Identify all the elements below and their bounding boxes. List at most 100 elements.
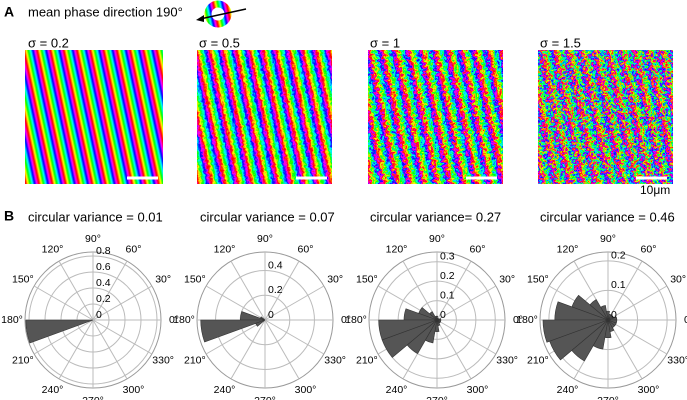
spoke <box>205 285 266 321</box>
wedge <box>406 319 438 355</box>
angle-label: 150° <box>527 273 549 285</box>
phase-map <box>538 50 673 184</box>
angle-label: 150° <box>12 273 34 285</box>
angle-label: 240° <box>42 384 64 396</box>
angle-label: 180° <box>345 314 367 326</box>
angle-label: 270° <box>426 395 448 400</box>
spoke <box>264 260 300 321</box>
angle-label: 0° <box>169 314 179 326</box>
angle-label: 240° <box>386 384 408 396</box>
angle-label: 300° <box>467 384 489 396</box>
angle-label: 30° <box>327 273 343 285</box>
spoke <box>230 260 266 321</box>
wedge <box>542 319 609 343</box>
phase-map <box>197 50 332 184</box>
angle-label: 210° <box>184 354 206 366</box>
radial-label: 0.8 <box>96 245 111 257</box>
panel-label: A <box>4 4 14 20</box>
spoke <box>230 319 266 380</box>
color-wheel <box>196 0 247 28</box>
spoke <box>436 285 497 321</box>
angle-label: 0° <box>684 314 687 326</box>
scale-bar-label: 10μm <box>640 183 670 197</box>
angle-label: 0° <box>513 314 523 326</box>
radial-label: 0.2 <box>96 293 111 305</box>
radial-label: 0.2 <box>268 284 283 296</box>
spoke <box>92 285 153 321</box>
wedge <box>549 319 609 361</box>
spoke <box>607 319 668 355</box>
panel-label: B <box>4 208 14 224</box>
wedge <box>381 319 438 358</box>
radial-label: 0 <box>440 309 446 321</box>
wedge <box>200 319 266 343</box>
map-label: σ = 0.5 <box>199 35 240 50</box>
spoke <box>607 260 643 321</box>
radial-label: 0.4 <box>268 259 283 271</box>
angle-label: 330° <box>667 354 687 366</box>
angle-label: 90° <box>429 233 445 245</box>
radial-label: 0 <box>611 309 617 321</box>
wedge <box>436 319 442 322</box>
angle-label: 210° <box>356 354 378 366</box>
angle-label: 210° <box>12 354 34 366</box>
angle-label: 30° <box>499 273 515 285</box>
wedge <box>434 319 440 332</box>
angle-label: 0° <box>341 314 351 326</box>
angle-label: 60° <box>641 244 657 256</box>
spoke <box>607 285 668 321</box>
angle-label: 210° <box>527 354 549 366</box>
wedge <box>424 319 438 344</box>
radial-label: 0.1 <box>440 289 455 301</box>
radial-label: 0.1 <box>611 279 626 291</box>
angle-label: 300° <box>638 384 660 396</box>
radial-label: 0.2 <box>440 270 455 282</box>
radial-label: 0.6 <box>96 261 111 273</box>
angle-label: 90° <box>600 233 616 245</box>
spoke <box>436 319 497 355</box>
angle-label: 270° <box>82 395 104 400</box>
angle-label: 90° <box>85 233 101 245</box>
angle-label: 150° <box>356 273 378 285</box>
spoke <box>264 319 300 380</box>
wedge <box>25 319 94 344</box>
panel-title: mean phase direction 190° <box>28 4 183 19</box>
angle-label: 300° <box>295 384 317 396</box>
angle-label: 120° <box>557 244 579 256</box>
angle-label: 60° <box>470 244 486 256</box>
radial-label: 0 <box>268 309 274 321</box>
chart-title: circular variance = 0.01 <box>28 209 163 224</box>
phase-map <box>368 50 503 184</box>
spoke <box>33 319 94 355</box>
chart-title: circular variance = 0.07 <box>200 209 335 224</box>
spoke <box>264 285 325 321</box>
angle-label: 180° <box>516 314 538 326</box>
map-label: σ = 1 <box>370 35 400 50</box>
spoke <box>205 319 266 355</box>
angle-label: 300° <box>123 384 145 396</box>
angle-label: 30° <box>670 273 686 285</box>
radial-label: 0.3 <box>440 250 455 262</box>
angle-label: 30° <box>155 273 171 285</box>
angle-label: 330° <box>324 354 346 366</box>
spoke <box>92 319 128 380</box>
spoke <box>402 260 438 321</box>
angle-label: 150° <box>184 273 206 285</box>
chart-title: circular variance = 0.46 <box>540 209 675 224</box>
map-label: σ = 1.5 <box>540 35 581 50</box>
radial-label: 0.4 <box>96 277 111 289</box>
chart-title: circular variance= 0.27 <box>370 209 501 224</box>
wedge <box>607 319 618 324</box>
angle-label: 60° <box>126 244 142 256</box>
spoke <box>264 319 325 355</box>
spoke <box>58 260 94 321</box>
angle-label: 240° <box>557 384 579 396</box>
radial-label: 0 <box>96 309 102 321</box>
angle-label: 270° <box>597 395 619 400</box>
angle-label: 120° <box>42 244 64 256</box>
angle-label: 330° <box>496 354 518 366</box>
wedge <box>592 319 609 350</box>
radial-label: 0.2 <box>611 250 626 262</box>
angle-label: 180° <box>1 314 23 326</box>
